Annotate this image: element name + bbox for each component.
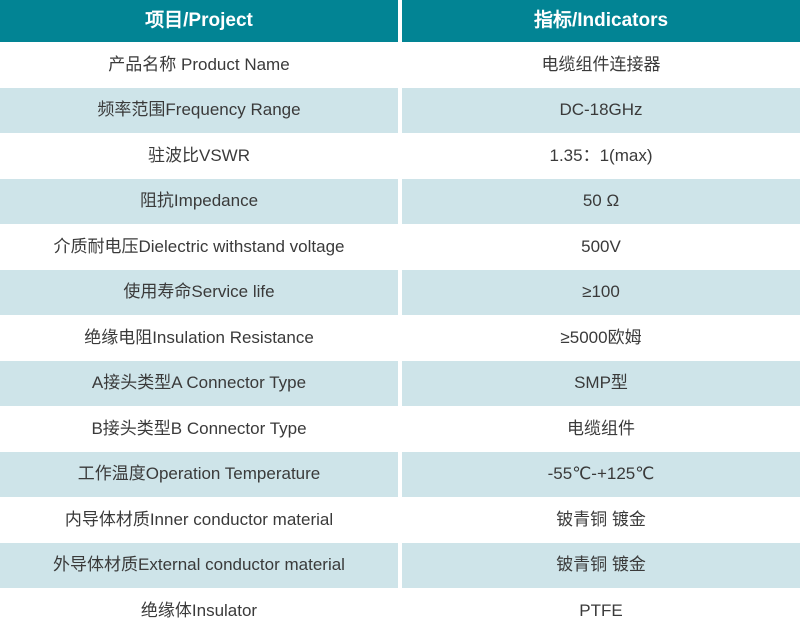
table-row: 使用寿命Service life ≥100 xyxy=(0,269,800,316)
project-cell: 外导体材质External conductor material xyxy=(0,542,398,589)
indicator-cell: 电缆组件 xyxy=(402,406,800,452)
table-row: 频率范围Frequency Range DC-18GHz xyxy=(0,87,800,134)
project-cell: 驻波比VSWR xyxy=(0,133,398,179)
table-row: B接头类型B Connector Type 电缆组件 xyxy=(0,406,800,452)
project-cell: 绝缘体Insulator xyxy=(0,588,398,634)
header-cell-indicators: 指标/Indicators xyxy=(402,0,800,42)
indicator-cell: 铍青铜 镀金 xyxy=(402,542,800,589)
indicator-cell: PTFE xyxy=(402,588,800,634)
table-row: 介质耐电压Dielectric withstand voltage 500V xyxy=(0,224,800,270)
project-cell: 使用寿命Service life xyxy=(0,269,398,316)
indicator-cell: SMP型 xyxy=(402,360,800,407)
project-cell: 内导体材质Inner conductor material xyxy=(0,497,398,543)
indicator-cell: 1.35：1(max) xyxy=(402,133,800,179)
table-row: 内导体材质Inner conductor material 铍青铜 镀金 xyxy=(0,497,800,543)
project-cell: A接头类型A Connector Type xyxy=(0,360,398,407)
table-row: 外导体材质External conductor material 铍青铜 镀金 xyxy=(0,542,800,589)
project-cell: 产品名称 Product Name xyxy=(0,42,398,88)
project-cell: 频率范围Frequency Range xyxy=(0,87,398,134)
project-cell: 工作温度Operation Temperature xyxy=(0,451,398,498)
indicator-cell: 50 Ω xyxy=(402,178,800,225)
table-row: 工作温度Operation Temperature -55℃-+125℃ xyxy=(0,451,800,498)
table-row: A接头类型A Connector Type SMP型 xyxy=(0,360,800,407)
indicator-cell: ≥100 xyxy=(402,269,800,316)
table-row: 绝缘电阻Insulation Resistance ≥5000欧姆 xyxy=(0,315,800,361)
table-row: 产品名称 Product Name 电缆组件连接器 xyxy=(0,42,800,88)
indicator-cell: ≥5000欧姆 xyxy=(402,315,800,361)
indicator-cell: -55℃-+125℃ xyxy=(402,451,800,498)
project-cell: 介质耐电压Dielectric withstand voltage xyxy=(0,224,398,270)
project-cell: 阻抗Impedance xyxy=(0,178,398,225)
indicator-cell: 铍青铜 镀金 xyxy=(402,497,800,543)
indicator-cell: 电缆组件连接器 xyxy=(402,42,800,88)
project-cell: B接头类型B Connector Type xyxy=(0,406,398,452)
indicator-cell: DC-18GHz xyxy=(402,87,800,134)
table-row: 阻抗Impedance 50 Ω xyxy=(0,178,800,225)
table-row: 驻波比VSWR 1.35：1(max) xyxy=(0,133,800,179)
header-cell-project: 项目/Project xyxy=(0,0,398,42)
table-row: 绝缘体Insulator PTFE xyxy=(0,588,800,634)
table-header-row: 项目/Project 指标/Indicators xyxy=(0,0,800,42)
project-cell: 绝缘电阻Insulation Resistance xyxy=(0,315,398,361)
indicator-cell: 500V xyxy=(402,224,800,270)
